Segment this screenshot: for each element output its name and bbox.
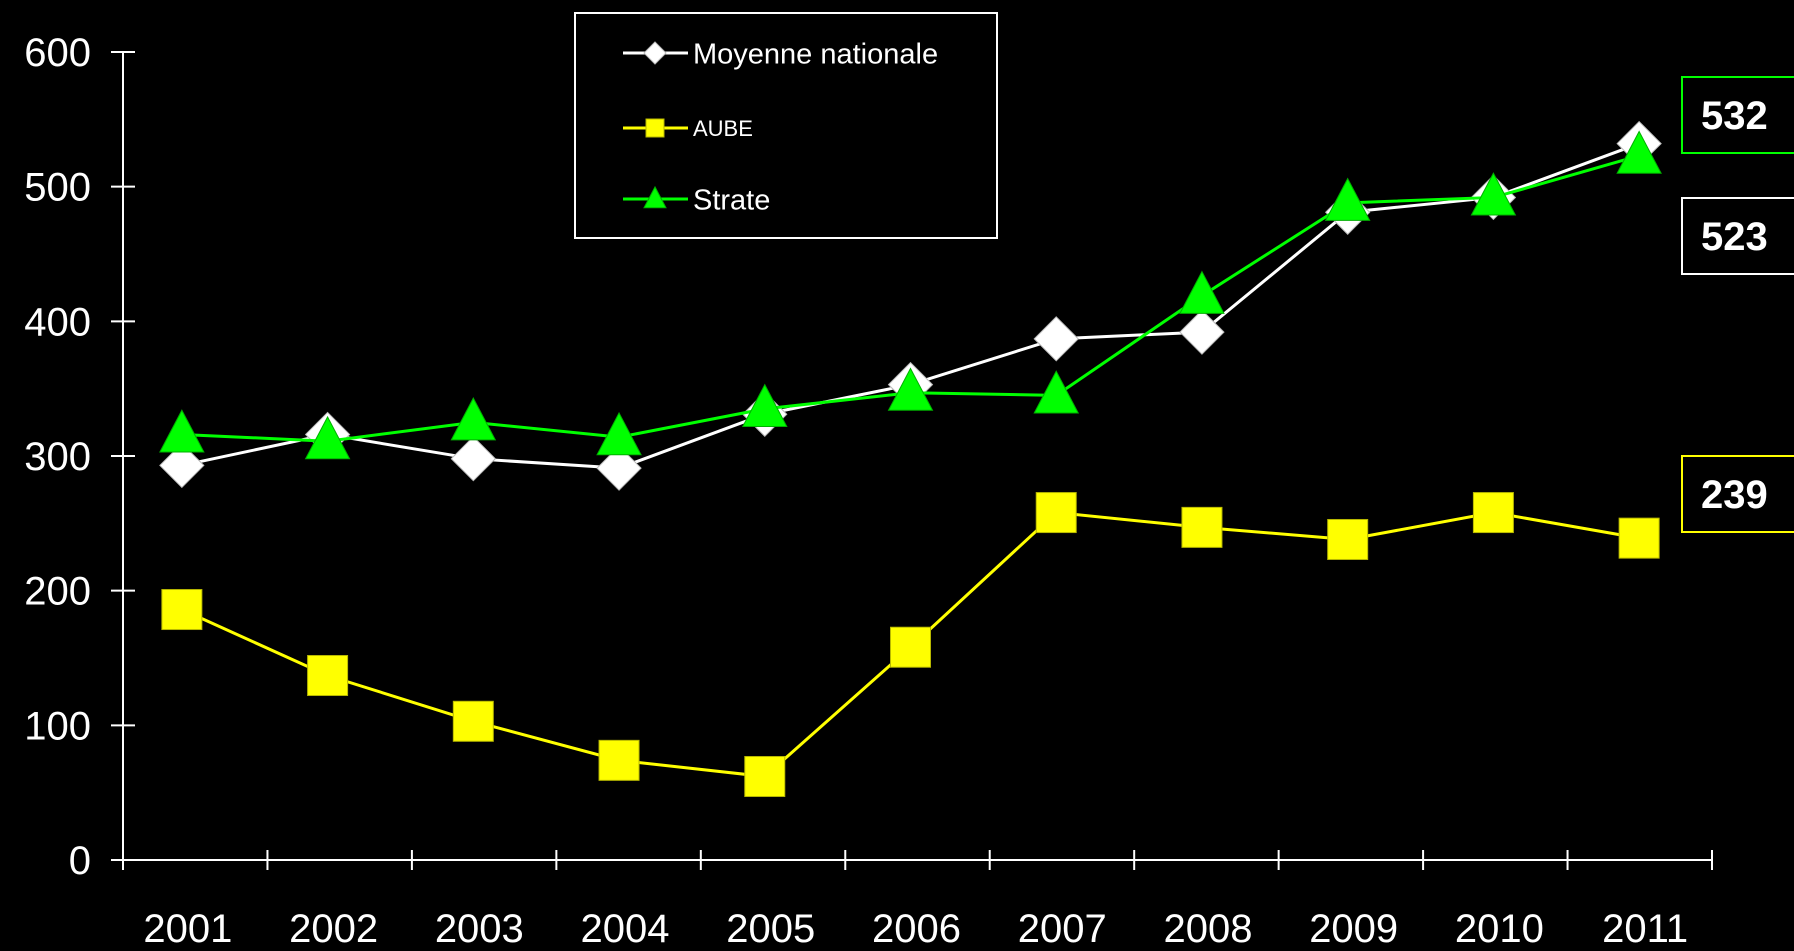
axes: 0 100 200 300 400 500 600 2001 2002 2003 2004 2005 2…	[24, 31, 1713, 951]
data-point	[1327, 518, 1369, 560]
legend: Moyenne nationale AUBE Strate	[574, 12, 998, 239]
y-tick-label: 0	[69, 839, 91, 883]
end-value-text: 239	[1701, 473, 1768, 517]
data-point	[598, 739, 640, 781]
legend-label: Strate	[693, 184, 770, 216]
data-point	[1179, 309, 1225, 355]
x-tick-label: 2002	[289, 907, 378, 951]
y-tick-label: 200	[24, 570, 91, 614]
x-tick-label: 2009	[1309, 907, 1398, 951]
y-tick-label: 400	[24, 300, 91, 344]
end-value-text: 532	[1701, 94, 1768, 138]
y-tick-label: 500	[24, 166, 91, 210]
y-tick-label: 600	[24, 31, 91, 75]
data-point	[1035, 492, 1077, 534]
data-point	[1033, 316, 1079, 362]
x-tick-label: 2006	[872, 907, 961, 951]
x-tick-label: 2011	[1602, 907, 1688, 951]
data-point	[307, 655, 349, 697]
data-point	[450, 435, 497, 482]
data-point	[741, 383, 788, 427]
y-tick-label: 100	[24, 704, 91, 748]
series-strate	[159, 130, 1662, 460]
legend-marker	[643, 185, 667, 209]
end-value-label: 532	[1681, 76, 1794, 154]
x-tick-label: 2004	[581, 907, 670, 951]
end-value-label: 239	[1681, 455, 1794, 533]
data-point	[1324, 177, 1371, 221]
x-tick-label: 2010	[1455, 907, 1544, 951]
end-labels: 532 523 239	[1681, 76, 1794, 533]
data-point	[596, 411, 642, 456]
data-point	[1181, 506, 1223, 548]
data-point	[887, 367, 934, 411]
end-value-text: 523	[1701, 215, 1768, 259]
data-point	[450, 397, 497, 441]
data-point	[452, 700, 494, 742]
data-point	[1179, 270, 1225, 314]
end-value-label: 523	[1681, 197, 1794, 275]
x-tick-label: 2005	[726, 907, 815, 951]
x-tick-label: 2008	[1163, 907, 1252, 951]
legend-label: Moyenne nationale	[693, 38, 938, 70]
data-point	[304, 415, 351, 460]
legend-label: AUBE	[693, 116, 753, 141]
legend-marker	[643, 41, 667, 65]
series-layer	[159, 120, 1662, 798]
y-tick-label: 300	[24, 435, 91, 479]
data-point	[1616, 130, 1662, 174]
series-aube	[161, 492, 1660, 798]
data-point	[159, 409, 205, 453]
data-point	[1618, 517, 1660, 559]
data-point	[1470, 172, 1517, 216]
data-point	[596, 445, 642, 491]
x-tick-label: 2001	[143, 907, 232, 951]
end-value-box	[1681, 455, 1794, 533]
data-point	[1472, 492, 1514, 534]
data-point	[161, 589, 203, 631]
data-point	[890, 626, 931, 668]
data-point	[159, 442, 205, 489]
data-point	[1033, 370, 1080, 414]
x-tick-label: 2003	[435, 907, 524, 951]
end-value-box	[1681, 197, 1794, 275]
end-value-box	[1681, 76, 1794, 154]
x-tick-label: 2007	[1018, 907, 1107, 951]
legend-marker	[645, 118, 665, 138]
data-point	[744, 756, 786, 798]
